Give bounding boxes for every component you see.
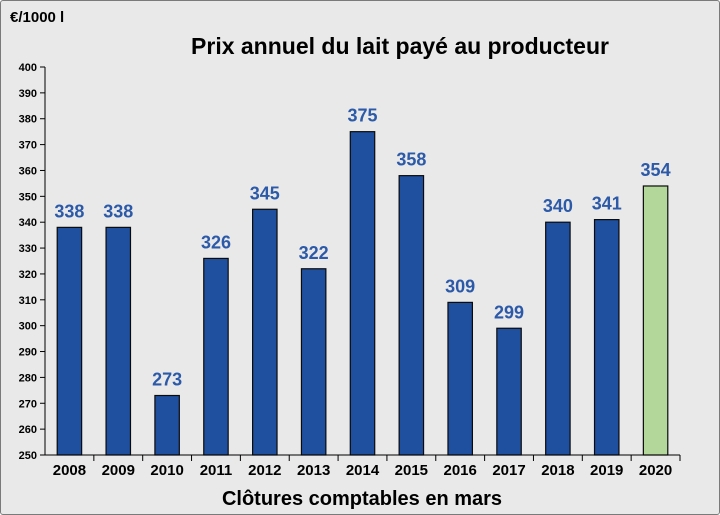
bar-2018 [545,221,571,456]
x-tick-label-2020: 2020 [639,462,672,479]
x-tick-label-2014: 2014 [346,462,380,479]
y-tick-label: 300 [19,321,37,333]
data-label-2020: 354 [641,160,671,180]
x-tick-label-2009: 2009 [102,462,135,479]
bar-2010 [154,394,180,456]
data-label-2015: 358 [396,150,426,170]
x-tick-label-2008: 2008 [53,462,86,479]
x-tick-label-2011: 2011 [200,462,233,479]
x-tick-label-2016: 2016 [444,462,477,479]
y-tick-label: 320 [19,269,37,281]
x-axis: 2008 2009 2010 2011 2012 2013 2014 2015 2016 2017… [45,454,681,479]
data-label-2019: 341 [592,194,622,214]
data-label-2009: 338 [103,201,133,221]
data-label-2008: 338 [54,201,84,221]
bar-2016 [447,301,474,456]
y-tick-label: 350 [19,191,37,203]
y-tick-label: 380 [19,114,37,126]
bar-2013 [300,268,327,456]
data-label-2018: 340 [543,196,573,216]
data-label-2013: 322 [299,243,329,263]
x-tick-label-2018: 2018 [541,462,574,479]
bars: 338 338 273 326 345 322 375 358 309 299 340 341 354 [54,106,671,456]
data-label-2017: 299 [494,302,524,322]
x-tick-label-2019: 2019 [590,462,623,479]
y-tick-label: 330 [19,243,37,255]
chart-title: Prix annuel du lait payé au producteur [191,33,609,59]
bar-2012 [251,208,278,456]
x-tick-label-2012: 2012 [248,462,281,479]
data-label-2011: 326 [201,232,231,252]
y-tick-label: 370 [19,140,37,152]
data-label-2014: 375 [347,106,377,126]
bar-2009 [105,226,132,456]
bar-2011 [203,257,229,456]
bar-2020 [642,185,669,456]
data-label-2016: 309 [445,276,475,296]
y-tick-label: 340 [19,217,37,229]
y-tick-label: 310 [19,295,37,307]
y-tick-label: 390 [19,88,37,100]
y-axis: 250 260 270 280 290 300 310 320 330 340 350 360 370 3… [19,62,46,462]
y-tick-label: 270 [19,398,37,410]
data-label-2010: 273 [152,370,182,390]
bar-2017 [496,327,522,456]
bar-2014 [349,131,376,456]
x-tick-label-2017: 2017 [492,462,525,479]
bar-2019 [593,219,620,456]
x-tick-label-2013: 2013 [297,462,330,479]
y-tick-label: 280 [19,372,37,384]
y-tick-label: 250 [19,450,37,462]
bar-2015 [398,175,425,456]
y-tick-label: 260 [19,424,37,436]
bar-2008 [56,226,83,456]
x-axis-title: Clôtures comptables en mars [222,488,502,510]
y-tick-label: 290 [19,347,37,359]
y-tick-label: 360 [19,165,37,177]
x-tick-label-2015: 2015 [395,462,428,479]
y-tick-label: 400 [19,62,37,74]
x-tick-label-2010: 2010 [150,462,183,479]
data-label-2012: 345 [250,183,280,203]
unit-label: €/1000 l [10,9,64,26]
